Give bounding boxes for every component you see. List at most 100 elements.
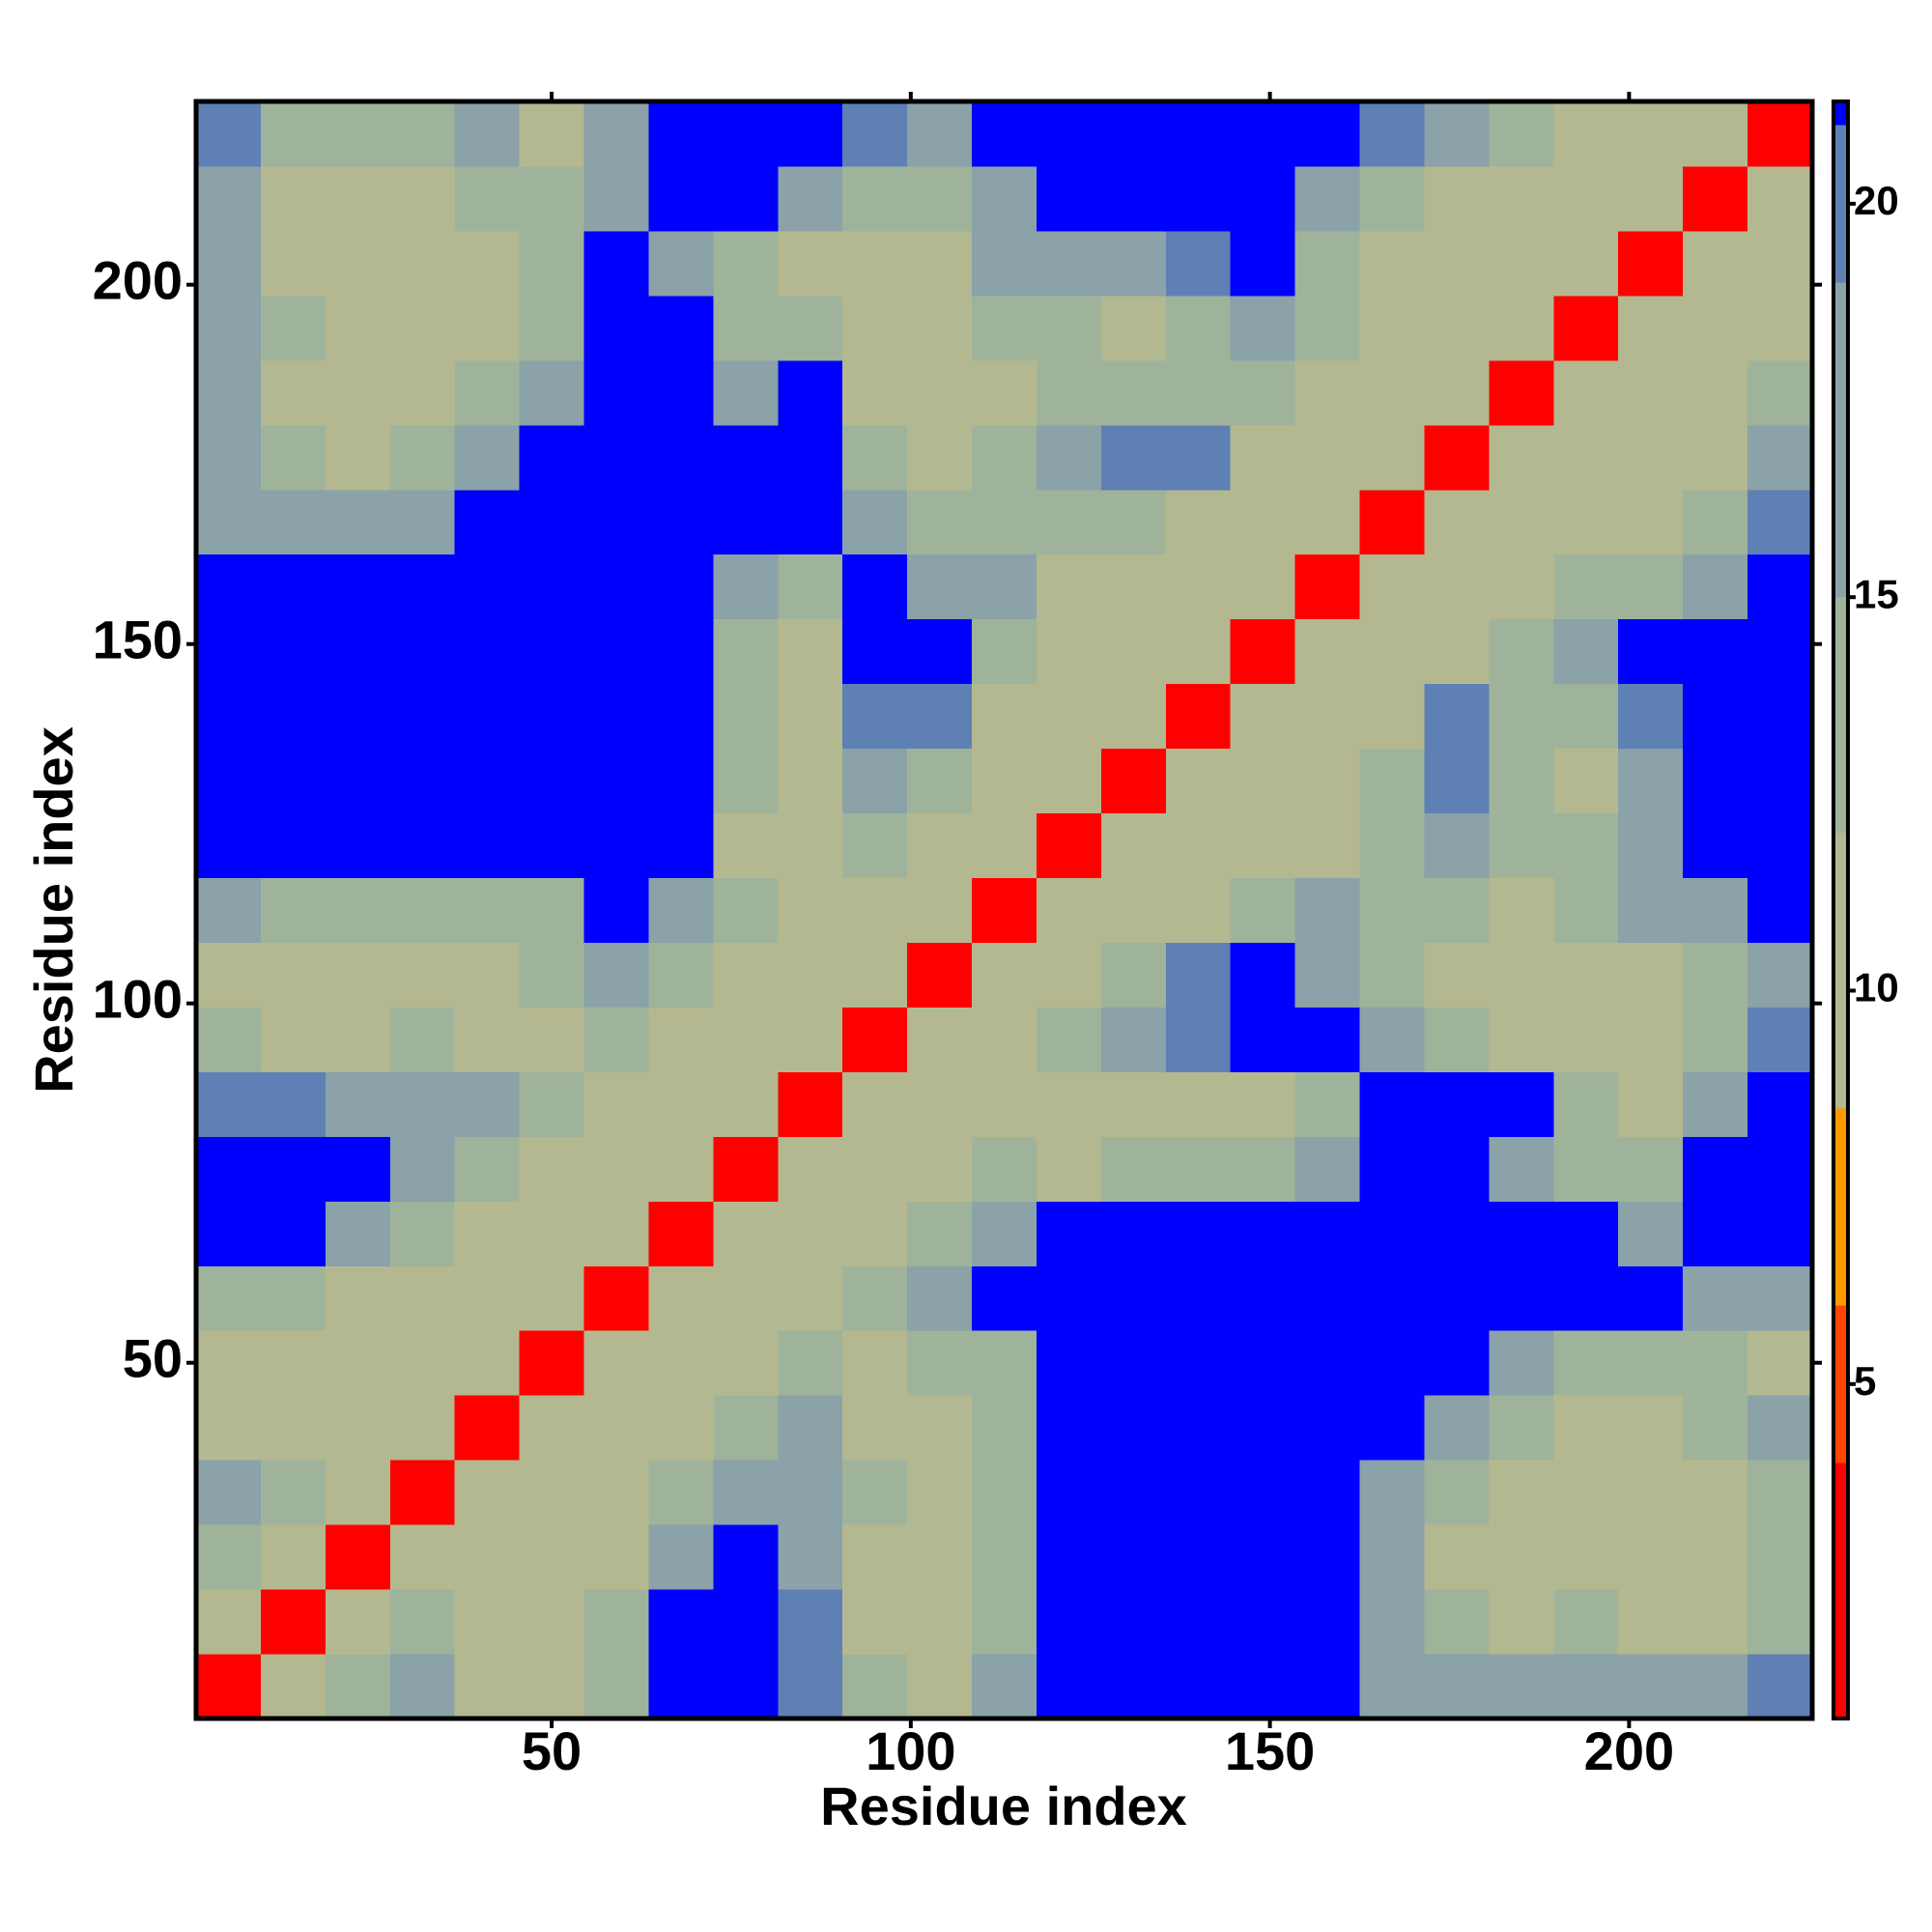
- heatmap-cell: [1618, 1654, 1684, 1719]
- heatmap-cell: [1618, 424, 1684, 491]
- heatmap-cell: [1683, 1395, 1748, 1461]
- heatmap-cell: [1489, 1201, 1554, 1266]
- heatmap-cell: [778, 1395, 843, 1461]
- heatmap-cell: [778, 489, 843, 555]
- heatmap-cell: [1036, 1071, 1102, 1137]
- heatmap-cell: [1165, 1395, 1232, 1461]
- heatmap-cell: [1036, 359, 1102, 426]
- heatmap-cell: [260, 554, 327, 620]
- heatmap-cell: [842, 359, 908, 426]
- heatmap-cell: [1747, 1007, 1813, 1072]
- heatmap-cell: [519, 1524, 585, 1590]
- heatmap-cell: [1100, 1589, 1167, 1655]
- y-tick-label: 150: [93, 610, 183, 670]
- heatmap-cell: [1359, 1265, 1425, 1331]
- heatmap-cell: [648, 942, 714, 1008]
- heatmap-cell: [196, 101, 262, 167]
- heatmap-cell: [713, 1395, 779, 1461]
- heatmap-cell: [1489, 1136, 1554, 1202]
- heatmap-cell: [325, 424, 391, 491]
- heatmap-cell: [260, 618, 327, 685]
- heatmap-cell: [778, 1654, 843, 1719]
- plot-frame: [193, 99, 1815, 1721]
- heatmap-cell: [454, 1201, 521, 1266]
- heatmap-cell: [778, 230, 843, 297]
- heatmap-cell: [519, 1395, 585, 1461]
- heatmap-cell: [648, 618, 714, 685]
- heatmap-cell: [1683, 359, 1748, 426]
- heatmap-cell: [1230, 1007, 1296, 1072]
- heatmap-cell: [454, 424, 521, 491]
- heatmap-cell: [389, 101, 456, 167]
- heatmap-cell: [1489, 1265, 1554, 1331]
- heatmap-cell: [972, 230, 1037, 297]
- heatmap-cell: [454, 618, 521, 685]
- heatmap-cell: [519, 748, 585, 814]
- heatmap-cell: [1683, 101, 1748, 167]
- heatmap-cell: [1230, 1589, 1296, 1655]
- heatmap-cell: [842, 1265, 908, 1331]
- heatmap-cell: [1036, 618, 1102, 685]
- heatmap-cell: [1424, 1201, 1490, 1266]
- heatmap-cell: [1100, 618, 1167, 685]
- heatmap-cell: [1618, 489, 1684, 555]
- heatmap-cell: [842, 230, 908, 297]
- heatmap-cell: [325, 1524, 391, 1590]
- heatmap-cell: [1294, 359, 1361, 426]
- heatmap-cell: [1424, 1136, 1490, 1202]
- heatmap-cell: [1747, 424, 1813, 491]
- heatmap-cell: [778, 1007, 843, 1072]
- heatmap-cell: [713, 424, 779, 491]
- heatmap-cell: [1747, 295, 1813, 361]
- heatmap-cell: [1294, 683, 1361, 750]
- heatmap-cell: [1230, 359, 1296, 426]
- heatmap-cell: [1100, 1654, 1167, 1719]
- colorbar-frame: [1832, 99, 1850, 1720]
- heatmap-cell: [196, 1460, 262, 1525]
- heatmap-cell: [1424, 1071, 1490, 1137]
- heatmap-cell: [1683, 554, 1748, 620]
- heatmap-cell: [842, 1395, 908, 1461]
- heatmap-cell: [842, 683, 908, 750]
- heatmap-cell: [389, 748, 456, 814]
- heatmap-cell: [778, 1524, 843, 1590]
- heatmap-cell: [648, 101, 714, 167]
- heatmap-cell: [842, 812, 908, 879]
- x-tick-label: 50: [522, 1720, 582, 1781]
- heatmap-cell: [1489, 683, 1554, 750]
- heatmap-cell: [196, 1201, 262, 1266]
- heatmap-cell: [1294, 748, 1361, 814]
- heatmap-cell: [1489, 1524, 1554, 1590]
- heatmap-cell: [196, 1265, 262, 1331]
- heatmap-cell: [1230, 1071, 1296, 1137]
- heatmap-cell: [1359, 1395, 1425, 1461]
- heatmap-cell: [389, 683, 456, 750]
- heatmap-cell: [454, 1589, 521, 1655]
- heatmap-cell: [1553, 554, 1619, 620]
- heatmap-cell: [1100, 1071, 1167, 1137]
- heatmap-cell: [842, 101, 908, 167]
- heatmap-cell: [1294, 1460, 1361, 1525]
- heatmap-cell: [583, 942, 649, 1008]
- heatmap-cell: [389, 1330, 456, 1396]
- heatmap-cell: [583, 101, 649, 167]
- heatmap-cell: [1683, 812, 1748, 879]
- heatmap-cell: [1359, 942, 1425, 1008]
- colorbar-tick-label: 10: [1854, 965, 1899, 1010]
- heatmap-cell: [1100, 489, 1167, 555]
- heatmap-cell: [713, 1136, 779, 1202]
- heatmap-cell: [1294, 424, 1361, 491]
- heatmap-cell: [1165, 295, 1232, 361]
- heatmap-cell: [389, 1589, 456, 1655]
- heatmap-cell: [778, 1071, 843, 1137]
- heatmap-cell: [260, 748, 327, 814]
- heatmap-cell: [713, 812, 779, 879]
- heatmap-cell: [1230, 101, 1296, 167]
- heatmap-cell: [1489, 1654, 1554, 1719]
- heatmap-cell: [1424, 359, 1490, 426]
- heatmap-cell: [1036, 812, 1102, 879]
- heatmap-cell: [1100, 1524, 1167, 1590]
- heatmap-cell: [1618, 1395, 1684, 1461]
- heatmap-cell: [1747, 165, 1813, 232]
- heatmap-cell: [1489, 1007, 1554, 1072]
